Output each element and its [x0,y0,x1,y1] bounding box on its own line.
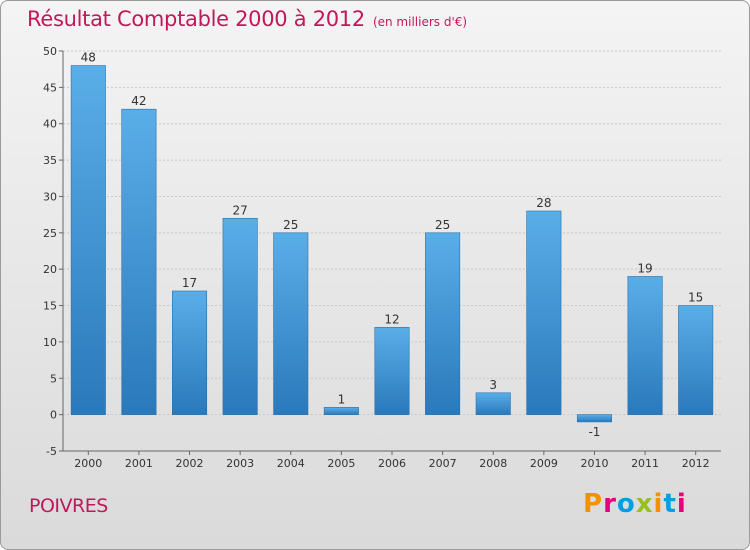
value-label: 28 [536,196,551,210]
logo-letter: x [635,489,654,519]
bar-2008 [475,392,511,415]
logo-letter: t [663,489,677,519]
bar-2012 [678,305,714,415]
logo-letter: o [616,489,636,519]
value-label: 27 [233,203,248,217]
x-tick-label: 2006 [378,457,406,470]
value-label: 1 [338,392,346,406]
bar-2003 [222,217,258,415]
logo-letter: P [583,489,604,519]
bar-2000 [70,65,106,415]
y-tick-label: 40 [43,118,57,131]
y-tick-label: 25 [43,227,57,240]
value-label: 19 [637,261,652,275]
y-tick-label: 50 [43,45,57,58]
x-tick-label: 2010 [580,457,608,470]
value-label: 17 [182,276,197,290]
x-tick-label: 2009 [530,457,558,470]
x-tick-label: 2001 [125,457,153,470]
y-tick-label: 10 [43,336,57,349]
value-label: 25 [435,218,450,232]
value-label: 3 [489,378,497,392]
value-label: 12 [384,312,399,326]
x-tick-label: 2002 [176,457,204,470]
bar-2004 [273,232,309,415]
x-tick-label: 2005 [327,457,355,470]
y-tick-labels: -5 0 5 10 15 20 25 30 35 40 45 50 [43,45,57,458]
chart-title-unit: (en milliers d'€) [372,15,468,29]
x-tick-label: 2012 [682,457,710,470]
bars [70,65,714,423]
x-tick-label: 2007 [429,457,457,470]
x-tick-label: 2000 [74,457,102,470]
chart-title: Résultat Comptable 2000 à 2012 (en millie… [27,7,467,31]
bar-2011 [627,276,663,415]
bar-2005 [323,407,359,415]
value-label: -1 [588,425,600,439]
logo-letter: i [676,489,687,519]
chart-title-main: Résultat Comptable 2000 à 2012 [27,7,365,31]
y-tick-label: 20 [43,263,57,276]
x-tick-label: 2008 [479,457,507,470]
bar-2006 [374,327,410,415]
logo-letter: r [603,489,617,519]
value-label: 15 [688,291,703,305]
bar-2007 [425,232,461,415]
y-tick-label: 45 [43,81,57,94]
value-label: 25 [283,218,298,232]
y-tick-label: 35 [43,154,57,167]
value-label: 42 [131,94,146,108]
bar-2002 [172,290,208,415]
proxiti-logo: Proxiti [583,489,687,519]
y-tick-label: 5 [50,372,57,385]
x-tick-label: 2011 [631,457,659,470]
y-tick-label: 30 [43,190,57,203]
y-tick-label: 15 [43,300,57,313]
x-tick-labels: 2000 2001 2002 2003 2004 2005 2006 2007 2008 2009… [74,451,710,470]
bar-2010 [576,414,612,423]
commune-name: POIVRES [29,495,108,517]
bar-2001 [121,108,157,415]
y-tick-label: -5 [46,445,57,458]
x-tick-label: 2003 [226,457,254,470]
logo-letter: i [653,489,664,519]
x-tick-label: 2004 [277,457,305,470]
value-labels: 48 42 17 27 25 1 12 25 3 28 -1 19 15 [81,51,704,439]
bar-2009 [526,210,562,415]
value-label: 48 [81,51,96,65]
y-tick-label: 0 [50,409,57,422]
